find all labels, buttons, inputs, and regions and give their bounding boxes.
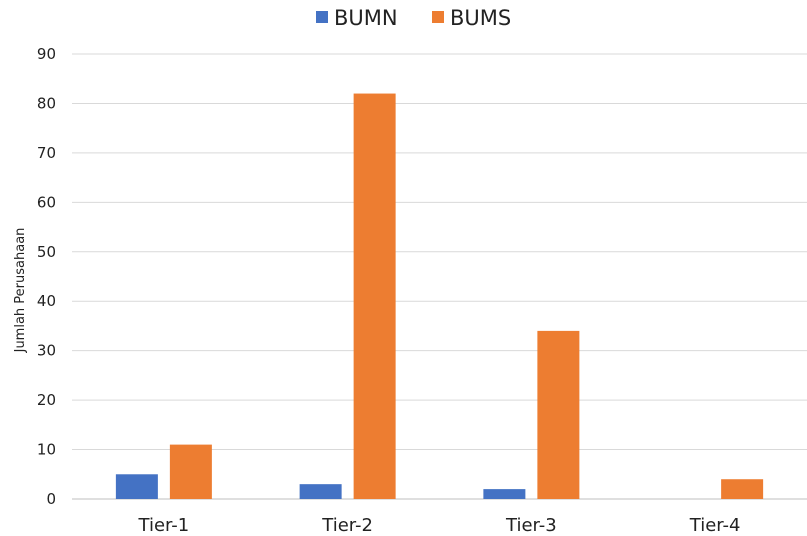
chart-legend: BUMN BUMS — [316, 6, 511, 30]
x-tick-label: Tier-1 — [138, 515, 190, 536]
legend-swatch-bums — [432, 11, 444, 23]
y-tick-label: 80 — [37, 94, 56, 112]
y-tick-label: 50 — [37, 243, 56, 261]
gridlines — [72, 53, 807, 500]
y-tick-label: 10 — [37, 441, 56, 459]
y-tick-label: 20 — [37, 391, 56, 409]
bars — [115, 93, 764, 500]
y-tick-label: 70 — [37, 144, 56, 162]
x-tick-label: Tier-2 — [321, 515, 373, 536]
bar-bums-tier-3 — [537, 330, 580, 499]
bar-bumn-tier-1 — [115, 474, 158, 499]
legend-label-bumn: BUMN — [334, 6, 398, 30]
legend-label-bums: BUMS — [450, 6, 511, 30]
y-tick-label: 0 — [46, 490, 56, 508]
bar-bums-tier-2 — [353, 93, 396, 500]
y-tick-label: 60 — [37, 193, 56, 211]
bar-bumn-tier-2 — [299, 484, 342, 499]
bar-bums-tier-1 — [169, 444, 212, 499]
x-axis-ticks: Tier-1 Tier-2 Tier-3 Tier-4 — [138, 515, 741, 536]
y-axis-ticks: 0 10 20 30 40 50 60 70 80 90 — [37, 45, 56, 508]
legend-swatch-bumn — [316, 11, 328, 23]
y-tick-label: 40 — [37, 292, 56, 310]
y-tick-label: 90 — [37, 45, 56, 63]
x-tick-label: Tier-4 — [689, 515, 741, 536]
y-axis-title: Jumlah Perusahaan — [13, 228, 28, 354]
x-tick-label: Tier-3 — [505, 515, 557, 536]
bar-bumn-tier-3 — [483, 489, 526, 499]
bar-bums-tier-4 — [721, 479, 764, 499]
y-tick-label: 30 — [37, 342, 56, 360]
